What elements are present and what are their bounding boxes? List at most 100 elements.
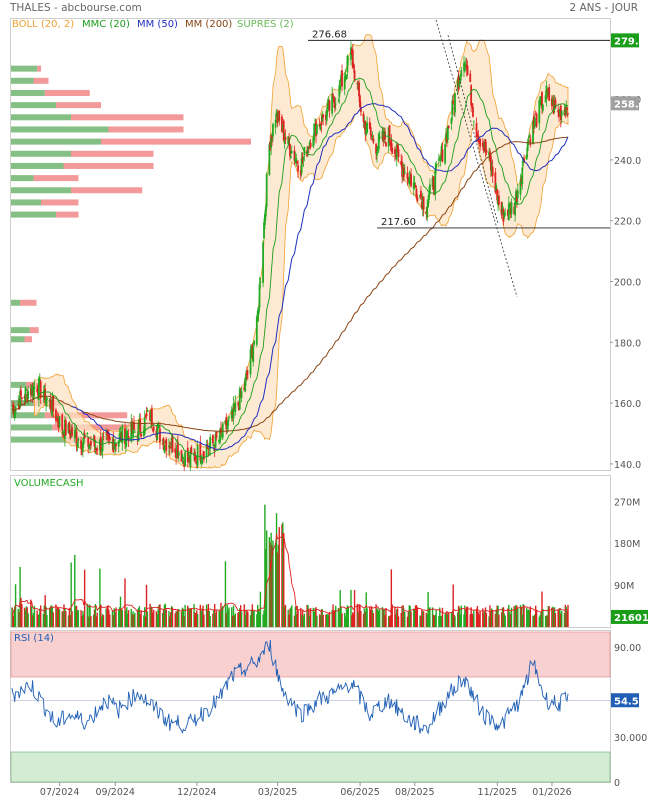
volume-bar bbox=[221, 607, 223, 627]
volume-bar bbox=[335, 605, 337, 627]
candle-body bbox=[118, 433, 121, 442]
volume-bar bbox=[64, 608, 66, 627]
candle-body bbox=[346, 55, 349, 73]
volume-bar bbox=[296, 605, 298, 627]
volume-bar bbox=[321, 609, 323, 627]
volume-bar bbox=[108, 609, 110, 627]
volume-bar bbox=[18, 611, 20, 627]
volume-bar bbox=[144, 616, 147, 627]
candle-body bbox=[426, 206, 429, 218]
price-tick-label: 140.0 bbox=[614, 460, 641, 471]
candle-body bbox=[73, 430, 76, 439]
candle-body bbox=[412, 182, 415, 189]
volume-bar bbox=[27, 613, 29, 627]
profile-up-bar bbox=[11, 175, 34, 182]
x-tick-label: 09/2024 bbox=[96, 787, 135, 798]
volume-bar bbox=[138, 606, 141, 627]
volume-bar bbox=[351, 615, 353, 627]
volume-bar bbox=[92, 614, 95, 627]
volume-bar bbox=[206, 610, 209, 627]
volume-bar bbox=[222, 606, 224, 627]
volume-bar bbox=[25, 606, 28, 627]
x-tick-label: 06/2025 bbox=[340, 787, 379, 798]
volume-bar bbox=[353, 590, 356, 627]
volume-bar bbox=[95, 616, 97, 627]
volume-bar bbox=[439, 607, 441, 627]
volume-bar bbox=[416, 607, 419, 627]
volume-bar bbox=[45, 606, 47, 627]
candle-body bbox=[528, 136, 531, 138]
volume-bar bbox=[563, 613, 566, 627]
candle-body bbox=[371, 136, 374, 139]
volume-bar bbox=[557, 609, 559, 627]
candle-body bbox=[446, 126, 449, 140]
volume-bar bbox=[364, 611, 367, 627]
volume-bar bbox=[169, 616, 171, 627]
volume-bar bbox=[96, 612, 98, 627]
profile-down-bar bbox=[63, 162, 154, 169]
candle-body bbox=[259, 282, 262, 283]
volume-bar bbox=[469, 614, 471, 627]
volume-bar bbox=[369, 606, 371, 627]
volume-bar bbox=[483, 613, 485, 627]
candle-body bbox=[68, 422, 71, 433]
candle-body bbox=[516, 190, 519, 199]
volume-bar bbox=[39, 608, 41, 627]
volume-bar bbox=[301, 610, 304, 627]
volume-bar bbox=[174, 613, 176, 627]
volume-bar bbox=[187, 607, 190, 627]
candle-body bbox=[133, 421, 135, 430]
volume-bar bbox=[231, 607, 233, 627]
volume-bar bbox=[484, 607, 487, 627]
volume-bar bbox=[473, 610, 475, 627]
x-tick-label: 12/2024 bbox=[177, 787, 216, 798]
volume-bar bbox=[188, 609, 191, 627]
candle-body bbox=[271, 135, 273, 139]
price-candles bbox=[11, 41, 569, 471]
candle-body bbox=[171, 435, 174, 453]
volume-bar bbox=[491, 608, 493, 627]
candle-body bbox=[258, 284, 261, 308]
candle-body bbox=[428, 184, 431, 194]
indicator-legend: BOLL (20, 2) MMC (20) MM (50) MM (200) S… bbox=[12, 19, 294, 30]
volume-tick-label: 180M bbox=[614, 539, 640, 550]
candle-body bbox=[359, 107, 362, 112]
volume-bar bbox=[17, 608, 19, 627]
volume-bar bbox=[552, 609, 555, 627]
candle-body bbox=[385, 142, 387, 147]
candle-body bbox=[475, 122, 478, 137]
candle-body bbox=[560, 111, 563, 116]
volume-bar bbox=[132, 611, 134, 627]
volume-bar bbox=[316, 615, 318, 627]
legend-mmc20: MMC (20) bbox=[82, 19, 130, 30]
volume-bar bbox=[250, 610, 253, 627]
volume-bar bbox=[74, 606, 77, 627]
candle-body bbox=[526, 142, 529, 151]
candle-body bbox=[466, 65, 469, 75]
candle-body bbox=[25, 389, 28, 391]
volume-bar bbox=[502, 607, 505, 627]
candle-body bbox=[434, 169, 437, 195]
volume-bar bbox=[312, 607, 315, 627]
volume-bar bbox=[69, 614, 71, 627]
rsi-tick-label: 30.000 bbox=[614, 733, 647, 744]
candle-body bbox=[406, 172, 409, 180]
candle-body bbox=[339, 85, 342, 90]
volume-bar bbox=[52, 612, 54, 627]
volume-bar bbox=[322, 614, 324, 627]
volume-bar bbox=[215, 610, 218, 627]
volume-bar bbox=[31, 615, 34, 627]
volume-bar bbox=[464, 605, 466, 627]
volume-bar bbox=[50, 605, 53, 627]
volume-bar bbox=[253, 610, 255, 627]
candle-body bbox=[268, 144, 271, 175]
volume-bar bbox=[249, 615, 252, 627]
profile-up-bar bbox=[11, 336, 25, 343]
profile-up-bar bbox=[11, 77, 34, 84]
volume-bar bbox=[294, 606, 297, 627]
volume-bar bbox=[168, 611, 170, 627]
volume-tick-label: 270M bbox=[614, 497, 640, 508]
profile-up-bar bbox=[11, 424, 53, 431]
volume-bar bbox=[231, 615, 234, 627]
volume-bar bbox=[247, 611, 249, 627]
